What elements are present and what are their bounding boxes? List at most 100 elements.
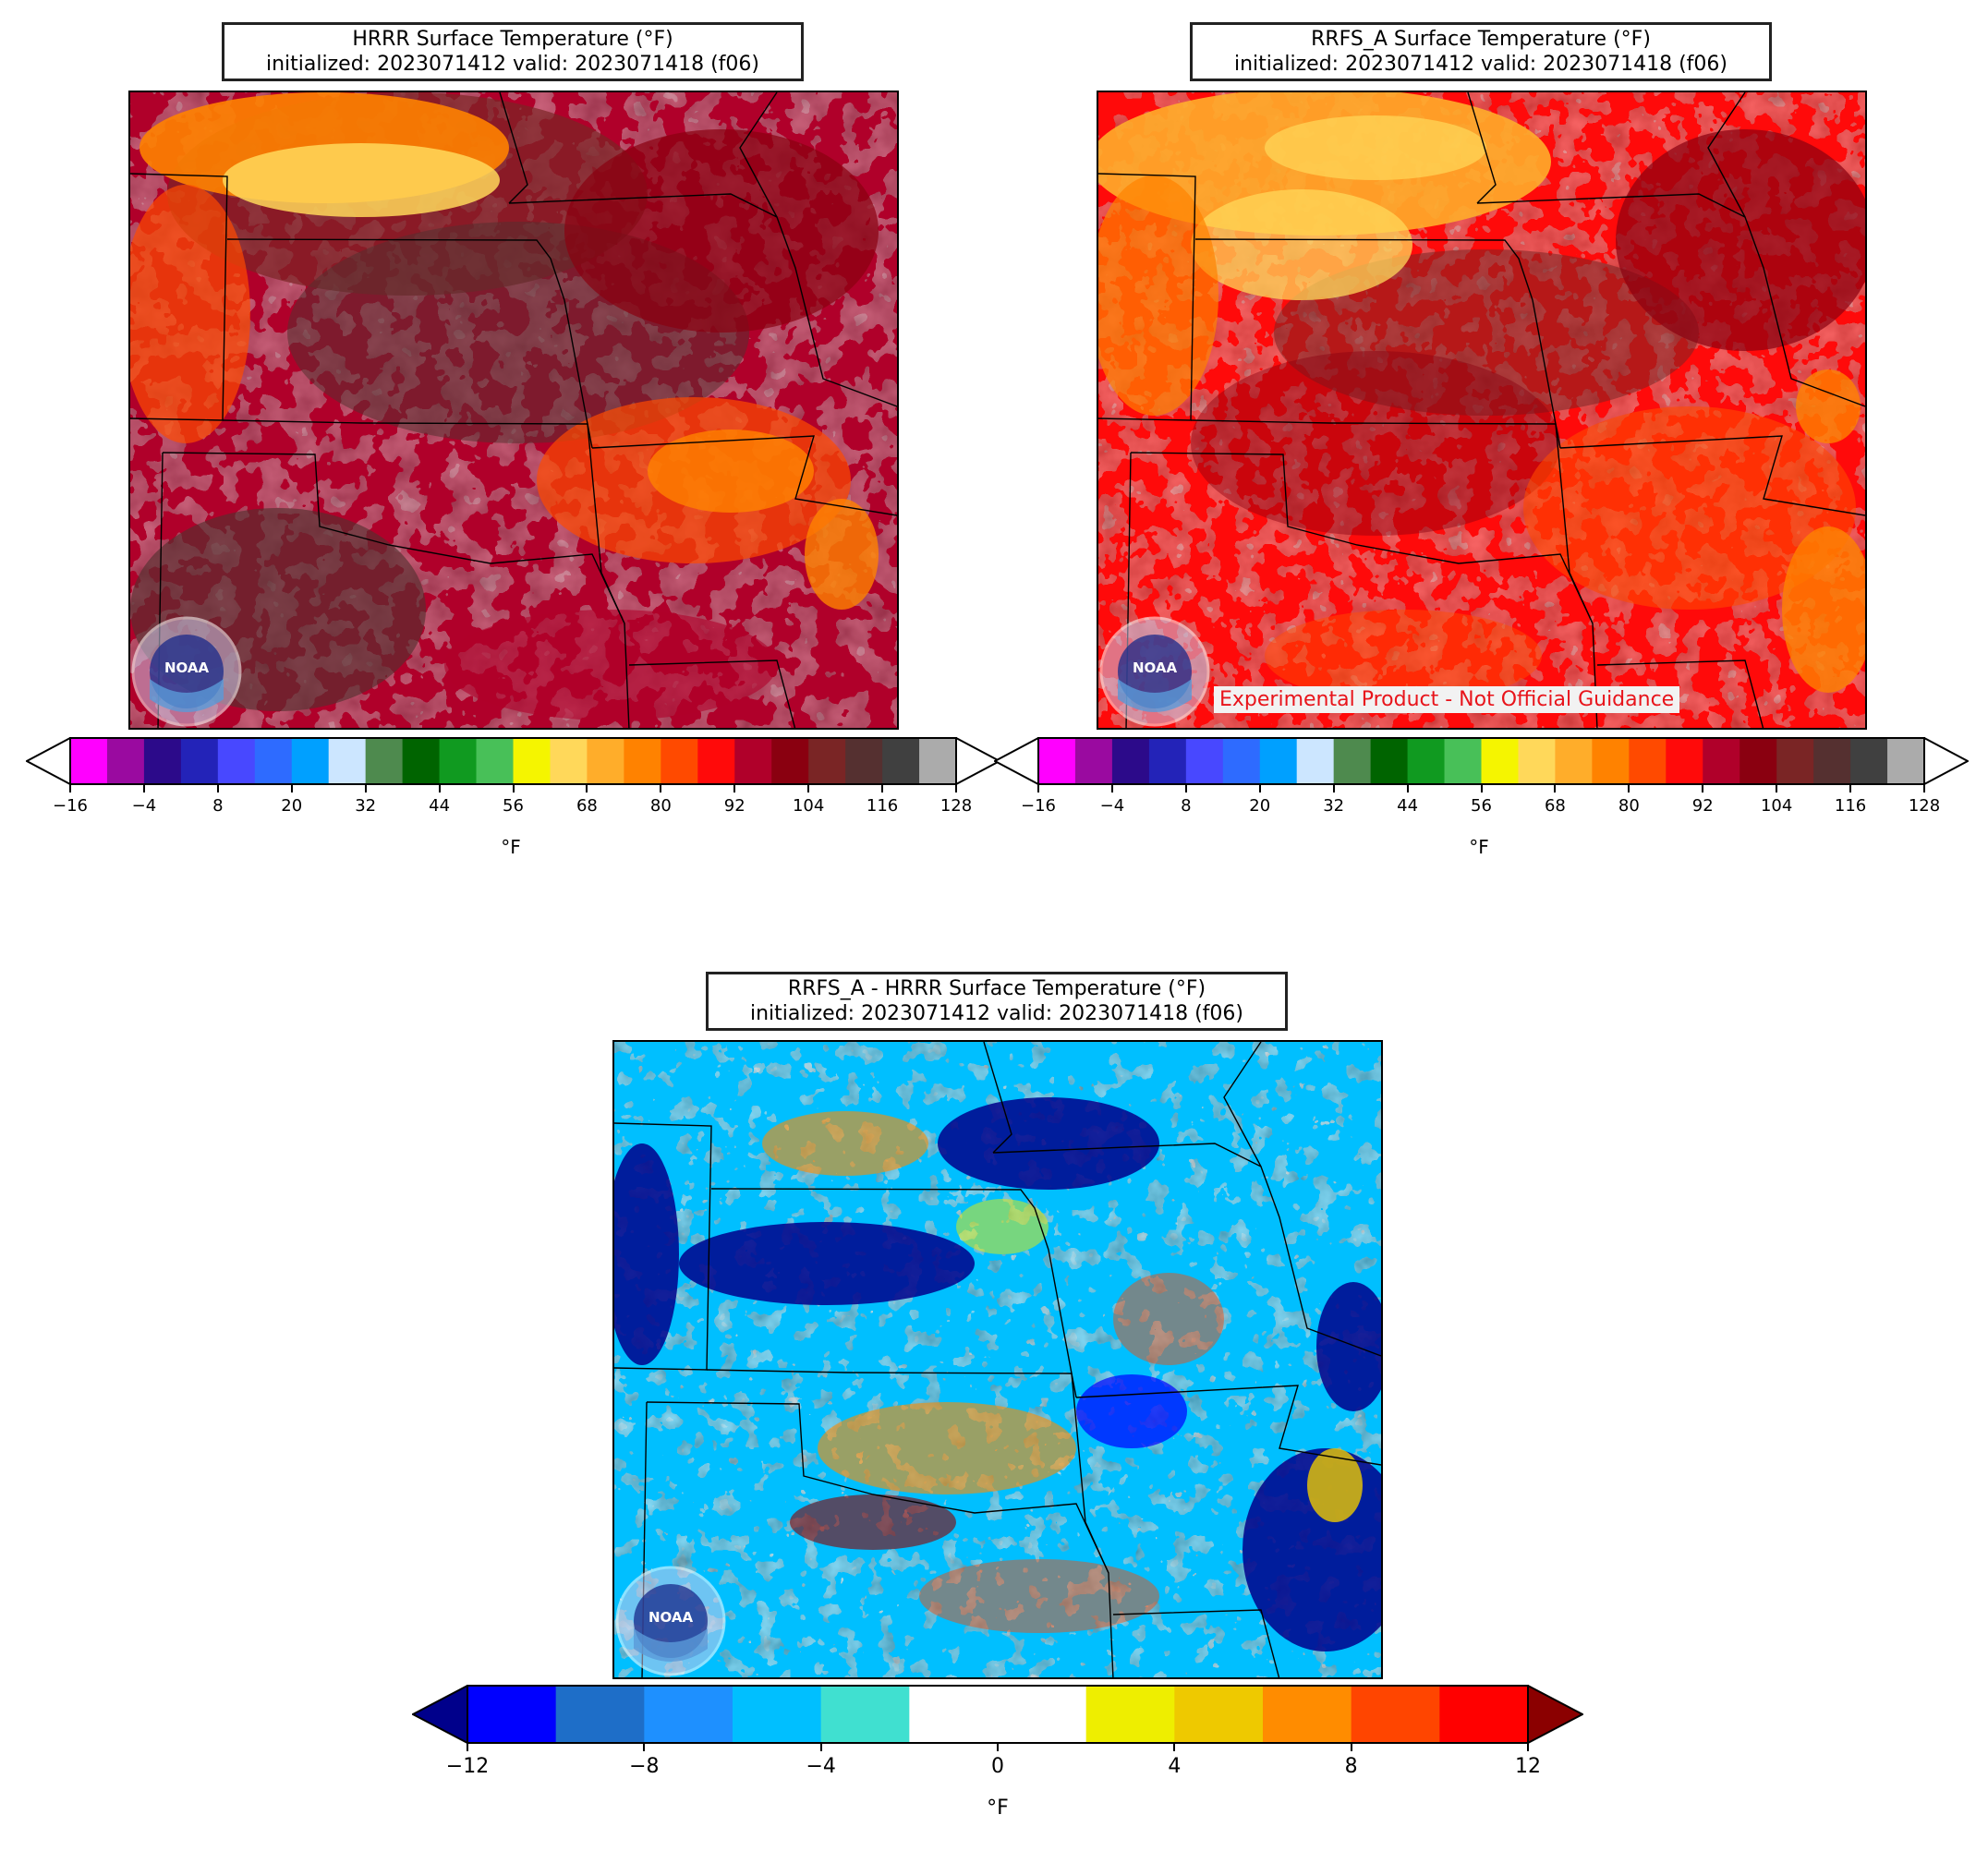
- colorbar-segment: [439, 738, 478, 784]
- colorbar-segment: [1439, 1686, 1529, 1743]
- colorbar-tick-label: −16: [1021, 796, 1056, 816]
- colorbar-segment: [328, 738, 367, 784]
- colorbar-segment: [820, 1686, 910, 1743]
- colorbar-segment: [1703, 738, 1740, 784]
- hrrr-panel-title: HRRR Surface Temperature (°F) initialize…: [222, 22, 804, 81]
- noaa-logo-icon: NOAA: [615, 1566, 726, 1676]
- colorbar-segment: [808, 738, 846, 784]
- diff-title-line2: initialized: 2023071412 valid: 202307141…: [750, 1002, 1243, 1025]
- colorbar-segment: [1259, 738, 1298, 784]
- colorbar-tick-label: 80: [649, 796, 672, 816]
- colorbar-tick-mark: [643, 1744, 646, 1751]
- colorbar-segment: [1351, 1686, 1440, 1743]
- colorbar-segment: [661, 738, 698, 784]
- rrfs-panel-title: RRFS_A Surface Temperature (°F) initiali…: [1190, 22, 1772, 81]
- colorbar-tick-mark: [807, 785, 810, 792]
- colorbar-tick-mark: [467, 1744, 468, 1751]
- colorbar-segment: [1222, 738, 1261, 784]
- colorbar-segment: [1370, 738, 1409, 784]
- colorbar-tick-mark: [1527, 1744, 1529, 1751]
- hrrr-temp-colorbar: [26, 737, 1000, 785]
- hrrr-noaa-logo: NOAA: [129, 614, 245, 733]
- colorbar-tick-mark: [819, 1744, 822, 1751]
- colorbar-tick-label: 92: [723, 796, 746, 816]
- colorbar-tick-mark: [1110, 785, 1113, 792]
- hrrr-title-line2: initialized: 2023071412 valid: 202307141…: [266, 53, 759, 76]
- colorbar-tick-mark: [1184, 785, 1187, 792]
- colorbar-tick-mark: [1332, 785, 1335, 792]
- noaa-logo-icon: NOAA: [131, 616, 242, 727]
- colorbar-tick-label: −12: [445, 1755, 490, 1778]
- colorbar-tick-mark: [1480, 785, 1483, 792]
- colorbar-segment: [217, 738, 256, 784]
- colorbar-segment: [1813, 738, 1851, 784]
- colorbar-tick-mark: [1923, 785, 1925, 792]
- colorbar-segment: [1148, 738, 1187, 784]
- colorbar-tick-mark: [997, 1744, 999, 1751]
- colorbar-segment: [1263, 1686, 1352, 1743]
- colorbar-tick-label: 56: [503, 796, 524, 816]
- colorbar-segment: [771, 738, 809, 784]
- colorbar-tick-label: 128: [939, 796, 973, 816]
- diff-temperature-map: [612, 1040, 1383, 1679]
- diff-colorbar-unit: °F: [987, 1797, 1009, 1820]
- colorbar-segment: [733, 1686, 822, 1743]
- colorbar-extend-max: [1923, 737, 1969, 785]
- colorbar-segment: [365, 738, 404, 784]
- colorbar-tick-label: 32: [1323, 796, 1345, 816]
- colorbar-tick-mark: [1849, 785, 1852, 792]
- colorbar-tick-mark: [512, 785, 515, 792]
- colorbar-segment: [919, 738, 957, 784]
- colorbar-tick-label: 80: [1618, 796, 1640, 816]
- colorbar-segment: [180, 738, 219, 784]
- noaa-logo-icon: NOAA: [1099, 616, 1210, 727]
- colorbar-tick-mark: [1173, 1744, 1176, 1751]
- noaa-logo-text: NOAA: [649, 1609, 694, 1626]
- colorbar-segment: [1407, 738, 1446, 784]
- colorbar-tick-label: 4: [1168, 1755, 1182, 1778]
- colorbar-segment: [1111, 738, 1150, 784]
- colorbar-segment: [555, 1686, 645, 1743]
- colorbar-extend-min: [994, 737, 1039, 785]
- colorbar-tick-label: 128: [1908, 796, 1941, 816]
- colorbar-segment: [587, 738, 624, 784]
- colorbar-segment: [106, 738, 145, 784]
- colorbar-tick-label: −4: [1099, 796, 1125, 816]
- hrrr-colorbar-unit: °F: [501, 836, 521, 858]
- diff-colorbar: [412, 1685, 1583, 1744]
- colorbar-segment: [254, 738, 293, 784]
- colorbar-tick-label: 44: [1397, 796, 1419, 816]
- hrrr-title-line1: HRRR Surface Temperature (°F): [352, 28, 673, 51]
- colorbar-tick-mark: [69, 785, 71, 792]
- colorbar-segment: [644, 1686, 733, 1743]
- colorbar-tick-label: 32: [355, 796, 377, 816]
- colorbar-segment: [845, 738, 883, 784]
- rrfs-temperature-map: [1097, 91, 1867, 730]
- colorbar-segment: [402, 738, 441, 784]
- colorbar-extend-max: [1527, 1685, 1583, 1744]
- colorbar-extend-max: [955, 737, 1000, 785]
- colorbar-tick-mark: [1776, 785, 1778, 792]
- colorbar-segment: [1085, 1686, 1175, 1743]
- colorbar-tick-mark: [586, 785, 588, 792]
- colorbar-tick-label: 104: [1760, 796, 1793, 816]
- colorbar-tick-label: 68: [576, 796, 598, 816]
- colorbar-segment: [291, 738, 330, 784]
- colorbar-segment: [1185, 738, 1224, 784]
- rrfs-noaa-logo: NOAA: [1097, 614, 1213, 733]
- colorbar-tick-mark: [1037, 785, 1039, 792]
- rrfs-colorbar-unit: °F: [1469, 836, 1489, 858]
- colorbar-segment: [882, 738, 920, 784]
- rrfs-title-line2: initialized: 2023071412 valid: 202307141…: [1234, 53, 1727, 76]
- colorbar-segment: [1296, 738, 1335, 784]
- colorbar-segment: [1444, 738, 1482, 784]
- colorbar-tick-label: −16: [53, 796, 88, 816]
- colorbar-tick-label: 92: [1691, 796, 1714, 816]
- colorbar-segment: [467, 1686, 557, 1743]
- diff-title-line1: RRFS_A - HRRR Surface Temperature (°F): [787, 977, 1206, 1000]
- colorbar-tick-label: 68: [1544, 796, 1566, 816]
- colorbar-tick-mark: [290, 785, 293, 792]
- colorbar-tick-label: 0: [991, 1755, 1004, 1778]
- noaa-logo-text: NOAA: [1133, 659, 1178, 676]
- colorbar-segment: [697, 738, 735, 784]
